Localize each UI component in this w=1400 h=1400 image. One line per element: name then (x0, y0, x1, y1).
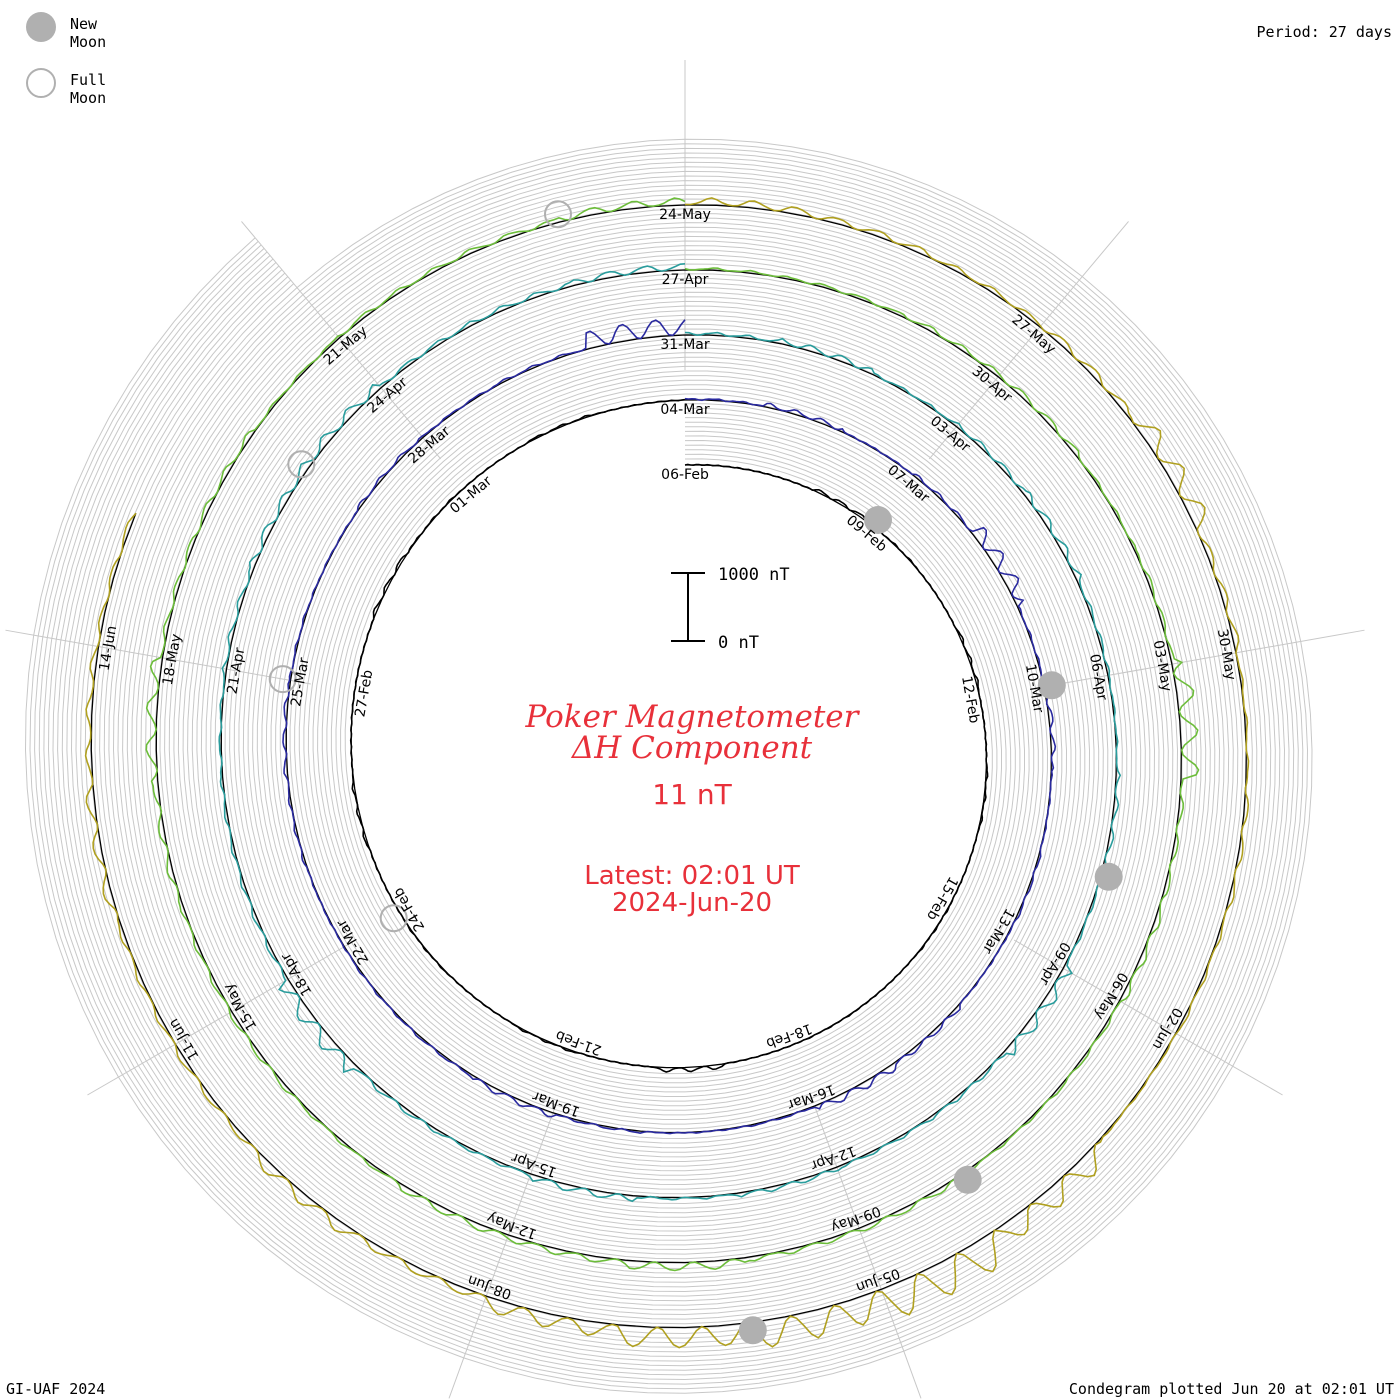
date-label: 31-Mar (660, 337, 710, 353)
trace-series (282, 319, 1057, 1135)
trace-series (84, 197, 1250, 1349)
grid-spoke (1013, 939, 1283, 1096)
grid-spoke (87, 939, 357, 1096)
trace-series (349, 398, 989, 1073)
full-moon-marker (287, 450, 316, 479)
full-moon-label: Full Moon (70, 71, 107, 107)
scale-bar: 1000 nT 0 nT (671, 565, 790, 653)
spiral-grid (24, 138, 1313, 1394)
grid-spoke (928, 221, 1129, 460)
full-moon-marker (268, 665, 297, 694)
new-moon-marker (953, 1165, 982, 1194)
current-value: 11 nT (652, 778, 732, 811)
date-label: 27-Feb (352, 669, 376, 719)
date-label: 10-Mar (1022, 663, 1046, 715)
scale-bar-top-label: 1000 nT (718, 565, 790, 585)
latest-time: Latest: 02:01 UT (584, 861, 800, 891)
day-spokes (5, 60, 1365, 1399)
footer-plotted: Condegram plotted Jun 20 at 02:01 UT (1068, 1380, 1394, 1398)
center-titles: Poker Magnetometer ΔH Component 11 nT La… (525, 699, 861, 918)
moon-markers (268, 200, 1123, 1345)
grid-spoke (814, 1106, 922, 1399)
scale-bar-bottom-label: 0 nT (718, 633, 759, 653)
grid-spiral (24, 138, 1313, 1394)
full-moon-marker (379, 904, 408, 933)
date-label: 18-May (160, 633, 185, 687)
grid-spoke (241, 221, 442, 460)
date-label: 15-Feb (923, 874, 961, 923)
grid-spoke (1059, 629, 1365, 685)
period-label: Period: 27 days (1256, 23, 1392, 41)
new-moon-icon (26, 12, 56, 42)
date-label: 01-Mar (447, 473, 495, 517)
title-line-2: ΔH Component (571, 730, 813, 766)
full-moon-icon (26, 68, 56, 98)
date-label: 14-Jun (97, 624, 121, 672)
date-label: 04-Mar (660, 402, 710, 418)
full-moon-marker (544, 200, 572, 229)
new-moon-marker (1094, 862, 1123, 891)
new-moon-marker (738, 1316, 767, 1345)
new-moon-marker (1037, 671, 1066, 700)
data-traces (84, 197, 1250, 1349)
date-label: 24-May (659, 207, 711, 223)
date-label: 30-May (1214, 628, 1239, 682)
date-label: 27-Apr (662, 272, 709, 288)
grid-spiral (70, 184, 1267, 1348)
new-moon-marker (864, 506, 892, 534)
grid-spoke (448, 1106, 556, 1399)
new-moon-label: New Moon (70, 15, 107, 51)
title-line-1: Poker Magnetometer (525, 699, 861, 735)
date-label: 25-Mar (288, 656, 312, 708)
date-label: 28-Mar (405, 423, 453, 467)
date-label: 06-Apr (1086, 653, 1110, 702)
grid-spoke (5, 629, 311, 685)
trace-series (145, 197, 1200, 1272)
date-label: 06-Feb (661, 467, 709, 483)
trace-series (218, 263, 1122, 1203)
latest-date: 2024-Jun-20 (612, 888, 772, 918)
footer-credit: GI-UAF 2024 (6, 1380, 106, 1398)
